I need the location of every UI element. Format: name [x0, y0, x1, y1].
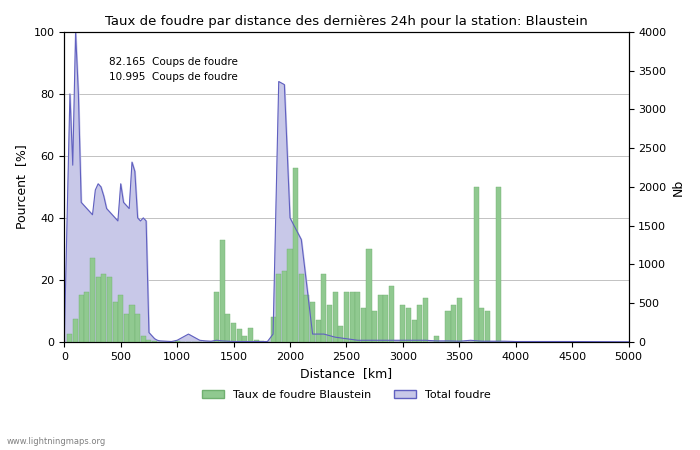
Bar: [457, 298, 462, 342]
Bar: [423, 298, 428, 342]
Bar: [349, 292, 355, 342]
Bar: [96, 277, 101, 342]
Bar: [400, 305, 405, 342]
Text: 10.995  Coups de foudre: 10.995 Coups de foudre: [109, 72, 238, 82]
Bar: [282, 270, 287, 342]
Bar: [355, 292, 360, 342]
Bar: [338, 326, 343, 342]
Bar: [445, 311, 451, 342]
Bar: [417, 305, 422, 342]
Bar: [130, 305, 134, 342]
Bar: [102, 274, 106, 342]
Bar: [406, 308, 411, 342]
Bar: [332, 292, 337, 342]
Bar: [124, 314, 129, 342]
Bar: [485, 311, 490, 342]
Bar: [367, 249, 372, 342]
Bar: [242, 336, 247, 342]
Text: www.lightningmaps.org: www.lightningmaps.org: [7, 436, 106, 446]
Bar: [434, 336, 440, 342]
Bar: [474, 187, 479, 342]
Bar: [146, 340, 151, 342]
Bar: [310, 302, 315, 342]
Bar: [237, 329, 242, 342]
Bar: [78, 295, 84, 342]
Bar: [67, 334, 73, 342]
Bar: [118, 295, 123, 342]
Bar: [389, 286, 394, 342]
Bar: [360, 308, 366, 342]
Bar: [276, 274, 281, 342]
Bar: [372, 311, 377, 342]
Bar: [135, 314, 140, 342]
Bar: [113, 302, 118, 342]
Bar: [270, 317, 276, 342]
Bar: [344, 292, 349, 342]
Bar: [90, 258, 95, 342]
Bar: [220, 239, 225, 342]
Legend: Taux de foudre Blaustein, Total foudre: Taux de foudre Blaustein, Total foudre: [198, 386, 495, 405]
Bar: [174, 341, 180, 342]
Bar: [73, 319, 78, 342]
Y-axis label: Pourcent  [%]: Pourcent [%]: [15, 144, 28, 229]
Bar: [496, 187, 501, 342]
Y-axis label: Nb: Nb: [672, 178, 685, 195]
Bar: [384, 295, 388, 342]
Bar: [327, 305, 332, 342]
Bar: [412, 320, 416, 342]
Bar: [321, 274, 326, 342]
Bar: [231, 323, 236, 342]
Bar: [451, 305, 456, 342]
Bar: [316, 320, 321, 342]
Bar: [288, 249, 293, 342]
Bar: [225, 314, 230, 342]
Title: Taux de foudre par distance des dernières 24h pour la station: Blaustein: Taux de foudre par distance des dernière…: [105, 15, 588, 28]
Bar: [253, 340, 259, 342]
Bar: [107, 277, 112, 342]
Bar: [141, 336, 146, 342]
Bar: [259, 341, 265, 342]
Bar: [293, 168, 298, 342]
Bar: [84, 292, 90, 342]
X-axis label: Distance  [km]: Distance [km]: [300, 367, 393, 380]
Text: 82.165  Coups de foudre: 82.165 Coups de foudre: [109, 57, 238, 67]
Bar: [299, 274, 304, 342]
Bar: [248, 328, 253, 342]
Bar: [378, 295, 383, 342]
Bar: [152, 341, 157, 342]
Bar: [304, 295, 309, 342]
Bar: [480, 308, 484, 342]
Bar: [214, 292, 219, 342]
